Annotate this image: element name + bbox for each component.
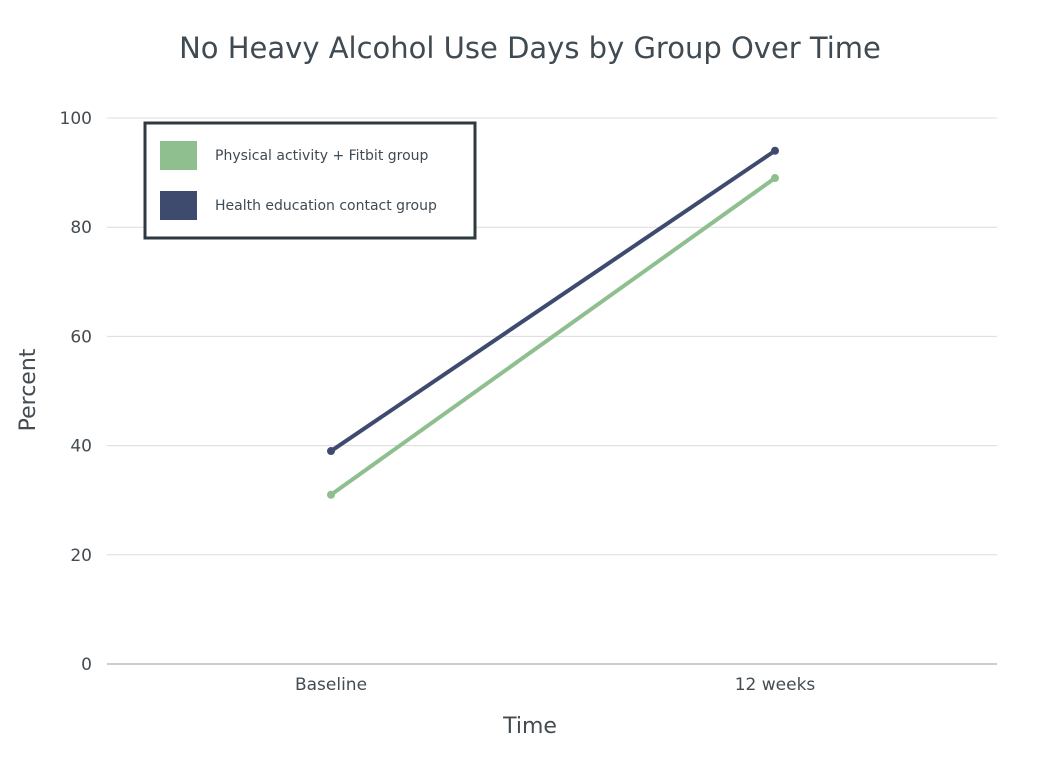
series-line-2 [329, 149, 777, 453]
x-axis-ticks: Baseline 12 weeks [295, 675, 815, 695]
y-tick-label: 100 [60, 109, 92, 129]
series-lines [327, 146, 779, 499]
legend-swatch [160, 141, 197, 170]
data-point [327, 490, 335, 499]
series-line-1 [329, 176, 777, 497]
y-tick-label: 60 [70, 327, 92, 347]
x-axis-title: Time [502, 714, 557, 739]
y-axis-ticks: 0 20 40 60 80 100 [60, 109, 92, 675]
legend-label: Health education contact group [215, 198, 437, 214]
data-point [771, 146, 779, 155]
legend: Physical activity + Fitbit group Health e… [143, 121, 477, 240]
legend-label: Physical activity + Fitbit group [215, 148, 429, 164]
y-axis-title: Percent [16, 348, 41, 431]
chart-title: No Heavy Alcohol Use Days by Group Over … [179, 31, 881, 65]
x-tick-label: Baseline [295, 675, 367, 695]
y-tick-label: 0 [81, 655, 92, 675]
y-tick-label: 80 [70, 218, 92, 238]
data-point [327, 447, 335, 456]
y-tick-label: 40 [70, 437, 92, 457]
legend-swatch [160, 191, 197, 220]
data-point [771, 174, 779, 183]
x-tick-label: 12 weeks [735, 675, 816, 695]
y-tick-label: 20 [70, 546, 92, 566]
legend-box [143, 121, 477, 240]
